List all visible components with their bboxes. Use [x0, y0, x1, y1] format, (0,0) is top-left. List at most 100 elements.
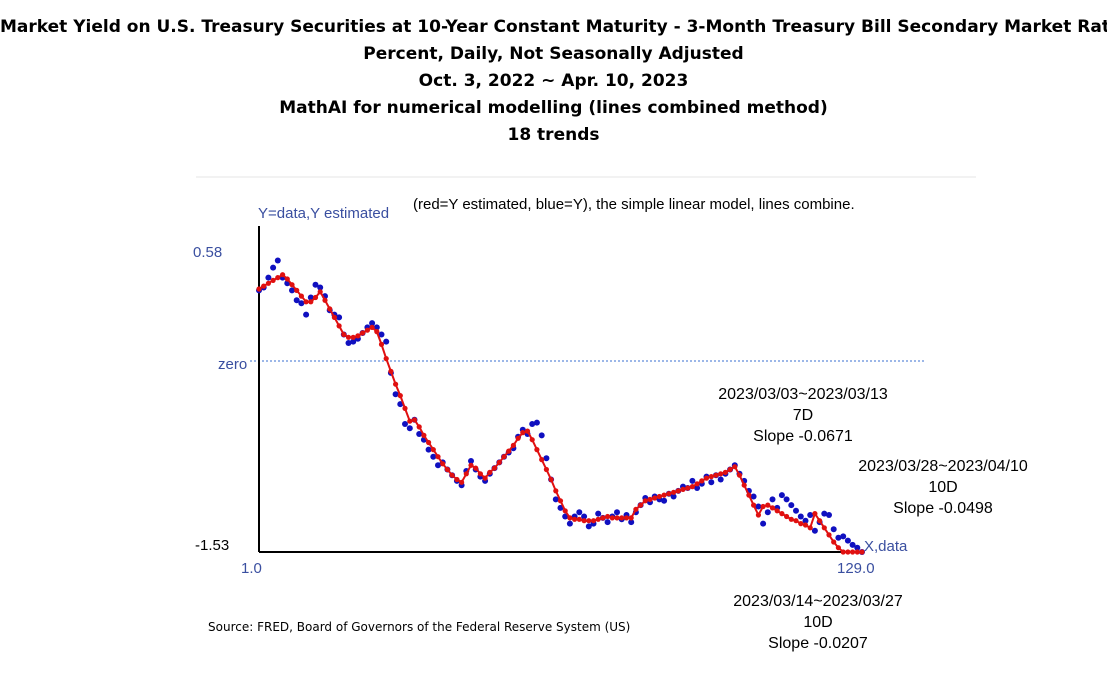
title-line: MathAI for numerical modelling (lines co…: [279, 98, 828, 118]
estimated-point: [383, 356, 389, 362]
estimated-point: [760, 503, 766, 510]
estimated-point: [477, 471, 483, 477]
estimated-point: [590, 518, 597, 524]
data-point: [430, 453, 437, 460]
estimated-point: [619, 515, 625, 521]
estimated-point: [341, 331, 347, 338]
estimated-point: [463, 471, 469, 477]
estimated-point: [595, 516, 601, 522]
estimated-point: [454, 476, 460, 483]
data-point: [628, 519, 635, 526]
data-point: [783, 496, 790, 503]
estimated-point: [539, 457, 545, 463]
data-point: [614, 509, 620, 516]
estimated-point: [261, 283, 267, 289]
estimated-point: [741, 482, 747, 488]
estimated-point: [534, 447, 540, 453]
data-point: [435, 462, 441, 469]
series-layer: [256, 257, 865, 555]
estimated-point: [774, 508, 780, 514]
estimated-point: [656, 493, 663, 500]
estimated-point: [642, 498, 648, 504]
data-point: [312, 281, 319, 288]
estimated-point: [524, 428, 531, 434]
estimated-point: [703, 475, 710, 481]
annotation-2-slope: Slope -0.0498: [893, 500, 993, 517]
data-point: [576, 509, 583, 516]
estimated-point: [407, 418, 413, 424]
title-line: Market Yield on U.S. Treasury Securities…: [0, 17, 1107, 37]
data-point: [821, 510, 828, 517]
estimated-point: [322, 297, 328, 303]
estimated-point: [487, 469, 493, 475]
annotation-3-slope: Slope -0.0207: [768, 635, 868, 652]
data-point: [797, 513, 804, 520]
data-point: [694, 485, 701, 491]
estimated-point: [821, 525, 827, 531]
estimated-point: [562, 508, 568, 514]
zero-label: zero: [218, 356, 247, 373]
estimated-point: [280, 272, 286, 278]
data-point: [265, 274, 272, 281]
estimated-point: [746, 492, 752, 498]
data-point: [708, 479, 715, 486]
data-point: [378, 331, 385, 338]
data-point: [298, 300, 305, 307]
estimated-point: [444, 466, 450, 473]
estimated-point: [529, 437, 535, 443]
data-point: [293, 297, 300, 304]
data-point: [552, 496, 559, 503]
estimated-point: [548, 476, 554, 483]
estimated-point: [327, 306, 333, 312]
estimated-point: [572, 516, 578, 522]
estimated-point: [421, 432, 427, 438]
data-point: [406, 425, 413, 432]
estimated-point: [397, 393, 403, 399]
data-point: [369, 320, 376, 327]
annotation-1: 2023/03/03~2023/03/13 7D Slope -0.0671: [718, 386, 888, 445]
estimated-point: [482, 475, 488, 481]
estimated-point: [317, 289, 323, 295]
data-point: [402, 421, 408, 427]
data-point: [543, 455, 550, 462]
estimated-point: [779, 510, 785, 517]
estimated-point: [680, 486, 686, 492]
estimated-point: [831, 539, 837, 545]
data-point: [529, 421, 536, 427]
data-point: [345, 340, 352, 346]
estimated-point: [722, 469, 729, 475]
estimated-point: [430, 447, 436, 453]
data-point: [844, 537, 851, 544]
estimated-point: [468, 462, 474, 468]
estimated-point: [355, 333, 361, 339]
estimated-point: [850, 549, 856, 555]
data-point: [533, 419, 540, 426]
estimated-point: [784, 513, 790, 520]
estimated-point: [600, 515, 606, 521]
data-point: [769, 496, 776, 503]
data-point: [307, 294, 314, 301]
data-point: [835, 534, 842, 541]
estimated-point: [835, 545, 842, 551]
annotation-1-days: 7D: [793, 407, 813, 424]
estimated-point: [826, 532, 832, 538]
estimated-point: [661, 492, 667, 498]
data-point: [849, 541, 856, 548]
data-point: [373, 324, 380, 331]
estimated-point: [638, 502, 644, 508]
estimated-point: [812, 510, 818, 517]
estimated-point: [689, 484, 696, 490]
x-tick-label-left: 1.0: [241, 560, 262, 577]
estimated-point: [727, 466, 733, 473]
estimated-point: [553, 488, 559, 494]
estimated-point: [543, 466, 550, 473]
estimated-point: [666, 491, 672, 497]
data-point: [350, 338, 357, 345]
estimated-point: [378, 341, 385, 347]
estimated-point: [473, 465, 479, 471]
data-point: [750, 493, 757, 500]
estimated-point: [652, 495, 658, 501]
data-point: [811, 527, 818, 534]
estimated-point: [303, 299, 309, 305]
estimated-point: [520, 430, 526, 436]
